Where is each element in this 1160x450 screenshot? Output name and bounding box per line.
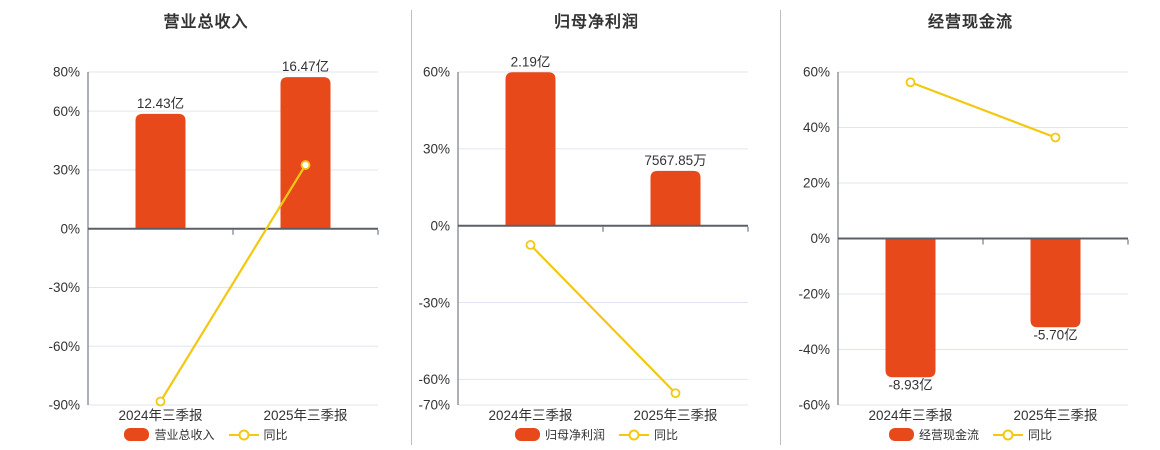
x-category-label: 2025年三季报 <box>1013 408 1097 423</box>
yoy-line <box>159 164 307 403</box>
legend-item-net-profit-bar[interactable]: 归母净利润 <box>514 426 605 443</box>
y-axis-tick-label: -30% <box>418 295 450 310</box>
bar-value-label: 12.43亿 <box>137 96 184 111</box>
legend-line-label: 同比 <box>263 428 288 442</box>
y-axis-tick-label: 30% <box>423 142 450 157</box>
bar[interactable] <box>650 170 701 226</box>
line-marker-icon <box>228 429 259 441</box>
bar-value-label: 2.19亿 <box>511 54 551 69</box>
revenue-chart-plot: 12.43亿 16.47亿 80% 60% 30% 0% -30% -60% -90% 2024年… <box>48 59 379 423</box>
yoy-point-marker[interactable] <box>905 77 916 88</box>
bar-value-label: 7567.85万 <box>644 153 706 168</box>
chart-title-revenue: 营业总收入 <box>163 14 249 31</box>
x-category-label: 2025年三季报 <box>633 408 717 423</box>
yoy-line <box>910 81 1056 139</box>
legend-item-revenue-bar[interactable]: 营业总收入 <box>124 426 215 443</box>
bar-swatch-icon <box>514 428 540 441</box>
legend-revenue: 营业总收入 同比 <box>0 426 412 443</box>
y-axis-tick-label: -60% <box>418 372 450 387</box>
y-axis-tick-label: -60% <box>48 339 80 354</box>
chart-title-cash-flow: 经营现金流 <box>927 14 1013 31</box>
legend-line-label: 同比 <box>1028 428 1053 442</box>
x-category-label: 2024年三季报 <box>868 408 952 423</box>
y-axis-tick-label: -90% <box>48 398 80 413</box>
legend-item-cash-flow-yoy[interactable]: 同比 <box>993 426 1052 443</box>
legend-item-net-profit-yoy[interactable]: 同比 <box>619 426 678 443</box>
y-axis-tick-label: -70% <box>418 398 450 413</box>
yoy-point-marker[interactable] <box>155 396 166 407</box>
x-category-label: 2024年三季报 <box>488 408 572 423</box>
line-marker-icon <box>993 429 1023 441</box>
bar[interactable] <box>1030 238 1081 328</box>
y-axis-tick-label: 60% <box>803 65 830 80</box>
cash-flow-chart-plot: -8.93亿 -5.70亿 60% 40% 20% 0% -20% -40% -60% 2024年… <box>798 65 1129 423</box>
bar[interactable] <box>135 113 186 229</box>
yoy-point-marker[interactable] <box>670 388 681 399</box>
x-category-label: 2024年三季报 <box>118 408 202 423</box>
panel-operating-cash-flow: -8.93亿 -5.70亿 60% 40% 20% 0% -20% -40% -60% 2024年… <box>781 0 1160 450</box>
legend-bar-label: 归母净利润 <box>544 428 605 442</box>
yoy-point-marker[interactable] <box>1050 132 1061 143</box>
x-category-label: 2025年三季报 <box>263 408 347 423</box>
legend-net-profit: 归母净利润 同比 <box>412 426 781 443</box>
legend-cash-flow: 经营现金流 同比 <box>781 426 1160 443</box>
y-axis-tick-label: 0% <box>430 218 450 233</box>
yoy-line <box>529 244 677 394</box>
y-axis-tick-label: 0% <box>60 221 80 236</box>
y-axis-tick-label: 20% <box>803 176 830 191</box>
bar-value-label: -8.93亿 <box>888 377 932 392</box>
bar-value-label: -5.70亿 <box>1033 327 1077 342</box>
panel-total-revenue: 12.43亿 16.47亿 80% 60% 30% 0% -30% -60% -90% 2024年… <box>0 0 412 450</box>
y-axis-tick-label: -20% <box>798 287 830 302</box>
legend-item-revenue-yoy[interactable]: 同比 <box>228 426 288 443</box>
panel-divider <box>780 10 781 445</box>
y-axis-tick-label: 60% <box>423 65 450 80</box>
bar[interactable] <box>505 72 556 226</box>
y-axis-tick-label: 40% <box>803 120 830 135</box>
panel-divider <box>411 10 412 445</box>
bar[interactable] <box>280 77 331 229</box>
y-axis-tick-label: 80% <box>53 65 80 80</box>
legend-bar-label: 经营现金流 <box>918 428 979 442</box>
bar-value-label: 16.47亿 <box>282 59 329 74</box>
net-profit-chart-plot: 2.19亿 7567.85万 60% 30% 0% -30% -60% -70% 2024年三季… <box>418 54 749 423</box>
yoy-point-marker[interactable] <box>300 160 311 170</box>
y-axis-tick-label: 30% <box>53 163 80 178</box>
bar-swatch-icon <box>124 428 150 441</box>
legend-item-cash-flow-bar[interactable]: 经营现金流 <box>888 426 979 443</box>
legend-bar-label: 营业总收入 <box>154 428 215 442</box>
line-marker-icon <box>619 429 649 441</box>
panel-net-profit: 2.19亿 7567.85万 60% 30% 0% -30% -60% -70% 2024年三季… <box>412 0 781 450</box>
y-axis-tick-label: -30% <box>48 280 80 295</box>
chart-title-net-profit: 归母净利润 <box>553 14 639 31</box>
y-axis-tick-label: 0% <box>810 231 830 246</box>
legend-line-label: 同比 <box>654 428 679 442</box>
yoy-point-marker[interactable] <box>525 240 536 250</box>
y-axis-tick-label: -60% <box>798 398 830 413</box>
y-axis-tick-label: -40% <box>798 342 830 357</box>
bar[interactable] <box>885 238 936 378</box>
bar-swatch-icon <box>888 428 914 441</box>
y-axis-tick-label: 60% <box>53 104 80 119</box>
